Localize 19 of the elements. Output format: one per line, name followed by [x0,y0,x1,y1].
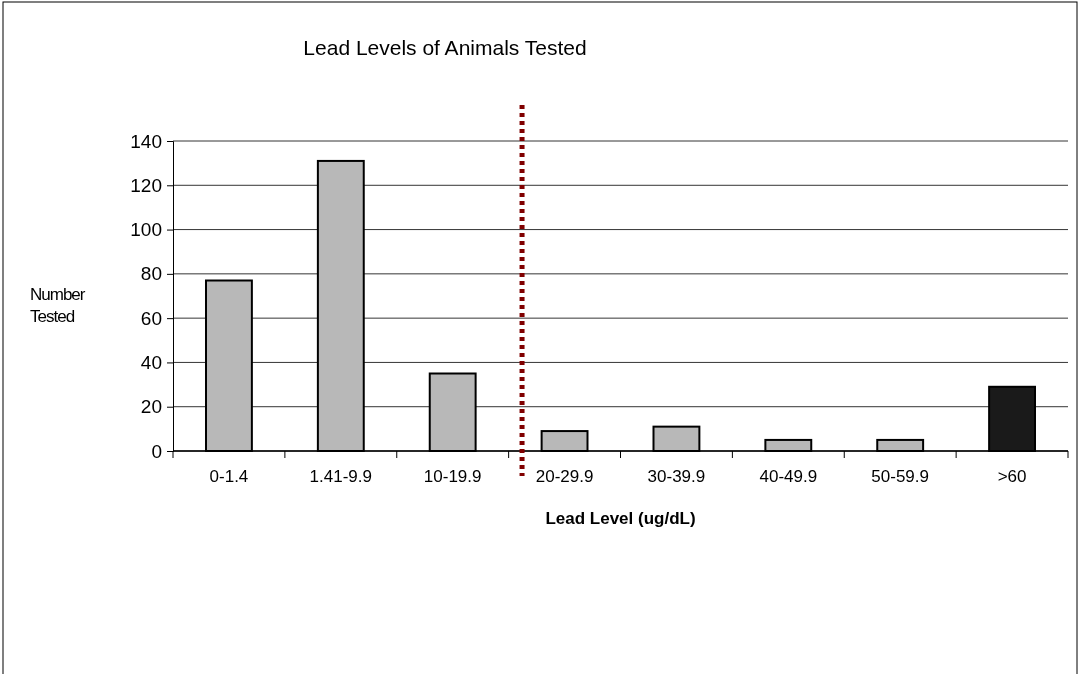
x-tick-label: 1.41-9.9 [309,467,373,486]
x-tick-label: 0-1.4 [209,467,249,486]
x-tick-label: 10-19.9 [423,467,482,486]
chart-title: Lead Levels of Animals Tested [303,36,587,59]
y-tick-label: 60 [140,307,162,329]
y-tick-label: 20 [140,396,162,418]
x-tick-label: >60 [997,467,1027,486]
y-tick-label: 100 [130,219,162,241]
y-axis-title: Number Tested [30,285,86,326]
y-tick-label: 80 [140,263,162,285]
x-tick-label: 50-59.9 [871,467,930,486]
y-tick-label: 0 [151,440,162,462]
x-tick-label: 40-49.9 [759,467,818,486]
y-tick-label: 120 [130,174,162,196]
y-tick-label: 40 [140,352,162,374]
x-tick-label: 30-39.9 [647,467,706,486]
y-tick-label: 140 [130,130,162,152]
x-tick-label: 20-29.9 [535,467,594,486]
x-axis-title: Lead Level (ug/dL) [545,509,696,528]
